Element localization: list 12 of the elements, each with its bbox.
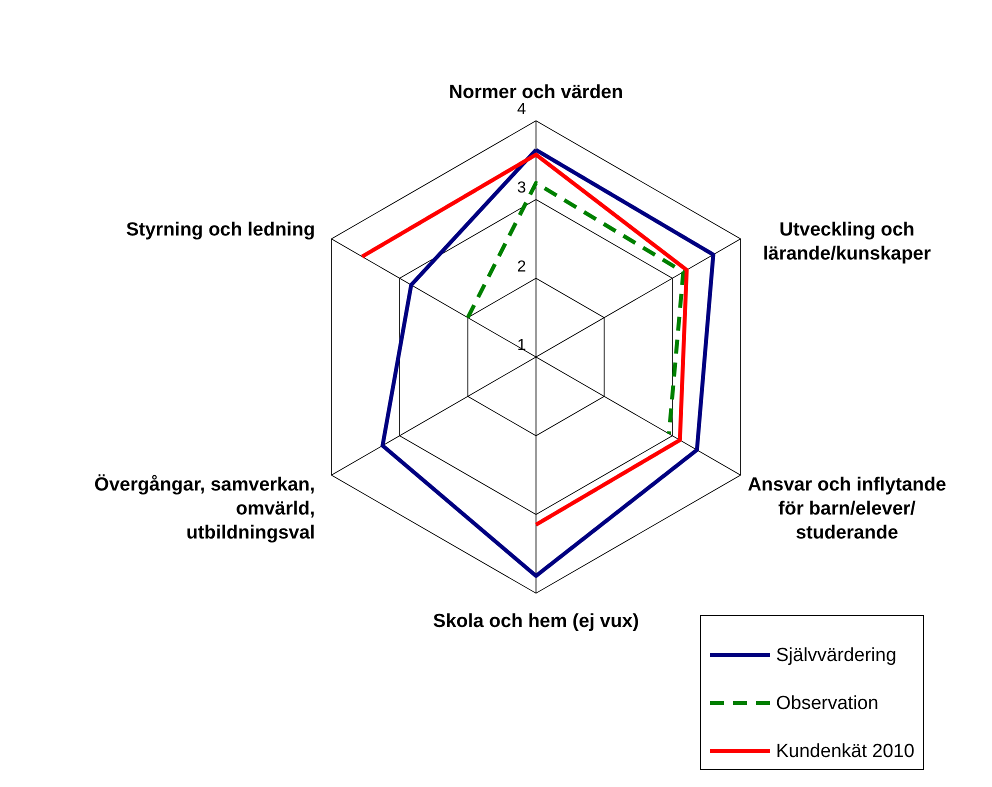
y-tick-label: 3 — [517, 180, 526, 197]
legend-label: Observation — [776, 693, 878, 714]
spoke-label: Styrning och ledning — [126, 219, 316, 240]
spoke-label: Normer och värden — [448, 82, 624, 103]
y-tick-label: 4 — [517, 100, 526, 118]
legend-label: Kundenkät 2010 — [776, 741, 914, 762]
y-tick-label: 2 — [517, 258, 526, 276]
spoke-label: Skola och hem (ej vux) — [433, 611, 639, 632]
spoke-label: Ansvar och inflytande för barn/elever/studerande — [748, 474, 946, 544]
spoke-label: Utveckling och lärande/kunskaper — [762, 219, 932, 264]
spoke-label: Övergångar, samverkan, omvärld, utbildningsval — [94, 474, 316, 544]
legend-label: Självvärdering — [776, 645, 896, 666]
